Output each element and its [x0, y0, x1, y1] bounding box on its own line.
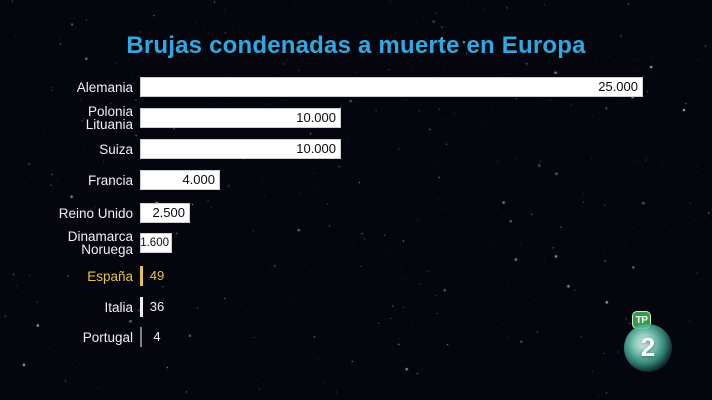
category-label-line: España [87, 268, 133, 284]
value-label: 25.000 [598, 79, 638, 94]
category-label-line: Suiza [99, 141, 133, 157]
category-label-line: Portugal [82, 329, 133, 345]
category-label-line: Polonia [87, 104, 133, 119]
bar: 2.500 [140, 203, 190, 223]
category-label: España [0, 266, 133, 286]
category-label-line: Lituania [85, 117, 133, 132]
chart-title: Brujas condenadas a muerte en Europa [126, 32, 586, 59]
bar: 25.000 [140, 77, 643, 97]
value-label: 4.000 [182, 172, 215, 187]
category-label: Dinamarca Noruega [0, 229, 133, 257]
bar-tick [140, 266, 143, 286]
bar: 1.600 [140, 233, 172, 253]
value-label: 10.000 [296, 141, 336, 156]
category-label: Suiza [0, 139, 133, 159]
category-label: Portugal [0, 327, 133, 347]
category-label: Alemania [0, 77, 133, 97]
value-label: 36 [149, 299, 165, 314]
category-label-line: Noruega [81, 242, 133, 257]
category-label: Francia [0, 170, 133, 190]
category-label: Polonia Lituania [0, 104, 133, 132]
category-label-line: Dinamarca [67, 229, 133, 244]
bar: 10.000 [140, 108, 341, 128]
channel-number: 2 [640, 331, 656, 362]
category-label-line: Alemania [76, 79, 133, 95]
bar: 10.000 [140, 139, 341, 159]
category-label: Reino Unido [0, 203, 133, 223]
value-label: 1.600 [140, 237, 169, 249]
bar-tick [140, 297, 143, 317]
bar: 4.000 [140, 170, 220, 190]
value-label: 49 [149, 268, 165, 283]
category-label-line: Reino Unido [58, 205, 133, 221]
bar-tick [140, 327, 142, 347]
category-label-line: Italia [104, 299, 133, 315]
category-label: Italia [0, 297, 133, 317]
value-label: 4 [153, 329, 161, 344]
la2-channel-logo: 2 [624, 324, 672, 372]
value-label: 2.500 [152, 205, 185, 220]
category-label-line: Francia [87, 172, 133, 188]
value-label: 10.000 [296, 110, 336, 125]
tp-rating-label: TP [635, 314, 648, 326]
